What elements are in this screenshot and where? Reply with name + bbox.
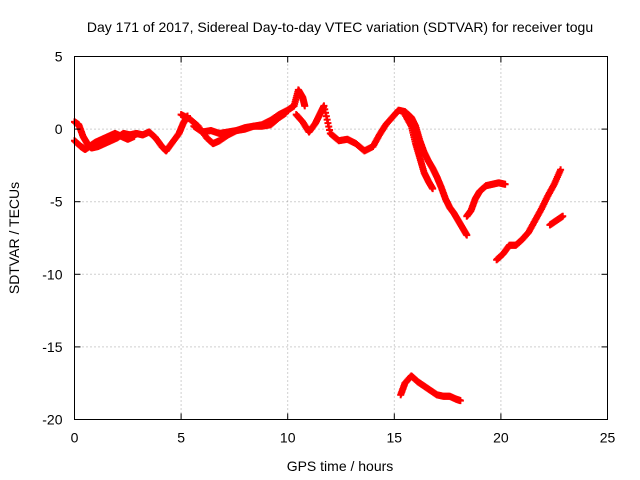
grid	[74, 56, 608, 420]
y-tick-label: -10	[42, 266, 62, 282]
satellite-track-5	[292, 102, 471, 239]
x-tick-label: 25	[600, 430, 616, 446]
y-tick-label: 0	[55, 121, 63, 137]
y-tick-label: -5	[50, 194, 63, 210]
data-points	[71, 86, 567, 405]
satellite-track-8	[493, 166, 565, 264]
data-point	[456, 397, 464, 405]
satellite-track-9	[546, 212, 567, 229]
y-tick-labels: -20 -15 -10 -5 0 5	[42, 49, 62, 428]
data-point	[463, 231, 471, 239]
x-axis-label: GPS time / hours	[287, 458, 394, 474]
satellite-track-3	[177, 86, 309, 148]
data-point	[301, 102, 309, 110]
x-tick-label: 20	[493, 430, 509, 446]
y-axis-label: SDTVAR / TECUs	[6, 182, 22, 294]
y-tick-label: 5	[55, 49, 63, 65]
satellite-track-4	[190, 109, 290, 137]
data-point	[501, 180, 509, 188]
x-tick-label: 0	[71, 430, 79, 446]
data-point	[559, 212, 567, 220]
satellite-track-2	[71, 112, 191, 155]
satellite-track-7	[463, 179, 509, 220]
x-tick-label: 10	[280, 430, 296, 446]
plot-frame	[74, 56, 608, 420]
x-tick-label: 15	[387, 430, 403, 446]
satellite-track-6	[401, 111, 437, 193]
x-tick-labels: 0 5 10 15 20 25	[71, 430, 616, 446]
chart-title: Day 171 of 2017, Sidereal Day-to-day VTE…	[87, 19, 593, 35]
x-tick-label: 5	[177, 430, 185, 446]
data-point	[557, 166, 565, 174]
y-tick-label: -20	[42, 412, 62, 428]
data-point	[429, 185, 437, 193]
satellite-track-10	[397, 372, 464, 405]
axis-ticks	[74, 56, 608, 420]
y-tick-label: -15	[42, 339, 62, 355]
data-point	[282, 109, 290, 117]
